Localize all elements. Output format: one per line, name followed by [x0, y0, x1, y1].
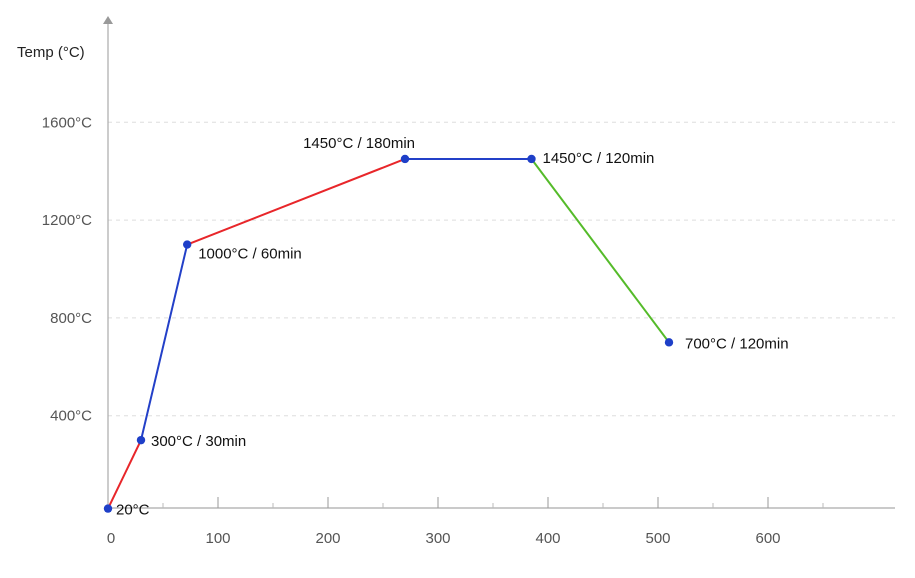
y-ticks: 400°C 800°C 1200°C 1600°C: [42, 114, 92, 424]
y-tick-label-400: 400°C: [50, 408, 92, 425]
point-label-1: 20°C: [116, 502, 150, 519]
series-segment-5: [530, 157, 670, 344]
data-point-6: [664, 338, 674, 347]
data-point-1: [103, 504, 113, 513]
axes: Temp (°C): [17, 16, 895, 509]
x-tick-label-400: 400: [535, 530, 560, 547]
series-segment-3: [186, 157, 406, 246]
point-label-2: 300°C / 30min: [151, 433, 246, 450]
series-segment-1: [107, 439, 142, 510]
x-tick-label-0: 0: [107, 530, 115, 547]
y-tick-label-1600: 1600°C: [42, 114, 92, 131]
x-ticks: 0 100 200 300 400 500 600: [107, 497, 824, 547]
data-point-3: [183, 240, 192, 249]
x-tick-label-500: 500: [645, 530, 670, 547]
point-label-3: 1000°C / 60min: [198, 246, 302, 263]
grid-lines: [108, 121, 895, 417]
x-tick-label-200: 200: [315, 530, 340, 547]
y-tick-label-1200: 1200°C: [42, 212, 92, 229]
point-label-6: 700°C / 120min: [685, 335, 789, 352]
data-point-4: [400, 154, 410, 164]
data-point-5: [527, 154, 536, 164]
series-segment-2: [140, 243, 189, 442]
y-tick-label-800: 800°C: [50, 310, 92, 327]
series-segments: [107, 157, 670, 510]
point-label-4: 1450°C / 180min: [303, 135, 415, 152]
x-tick-label-300: 300: [425, 530, 450, 547]
data-points: [103, 154, 674, 513]
point-label-5: 1450°C / 120min: [543, 150, 655, 167]
x-tick-label-600: 600: [755, 530, 780, 547]
y-axis-label: Temp (°C): [17, 44, 85, 61]
y-axis-arrow-icon: [103, 16, 113, 24]
x-tick-label-100: 100: [205, 530, 230, 547]
point-labels: 20°C 300°C / 30min 1000°C / 60min 1450°C / …: [116, 135, 789, 519]
data-point-2: [136, 435, 146, 445]
